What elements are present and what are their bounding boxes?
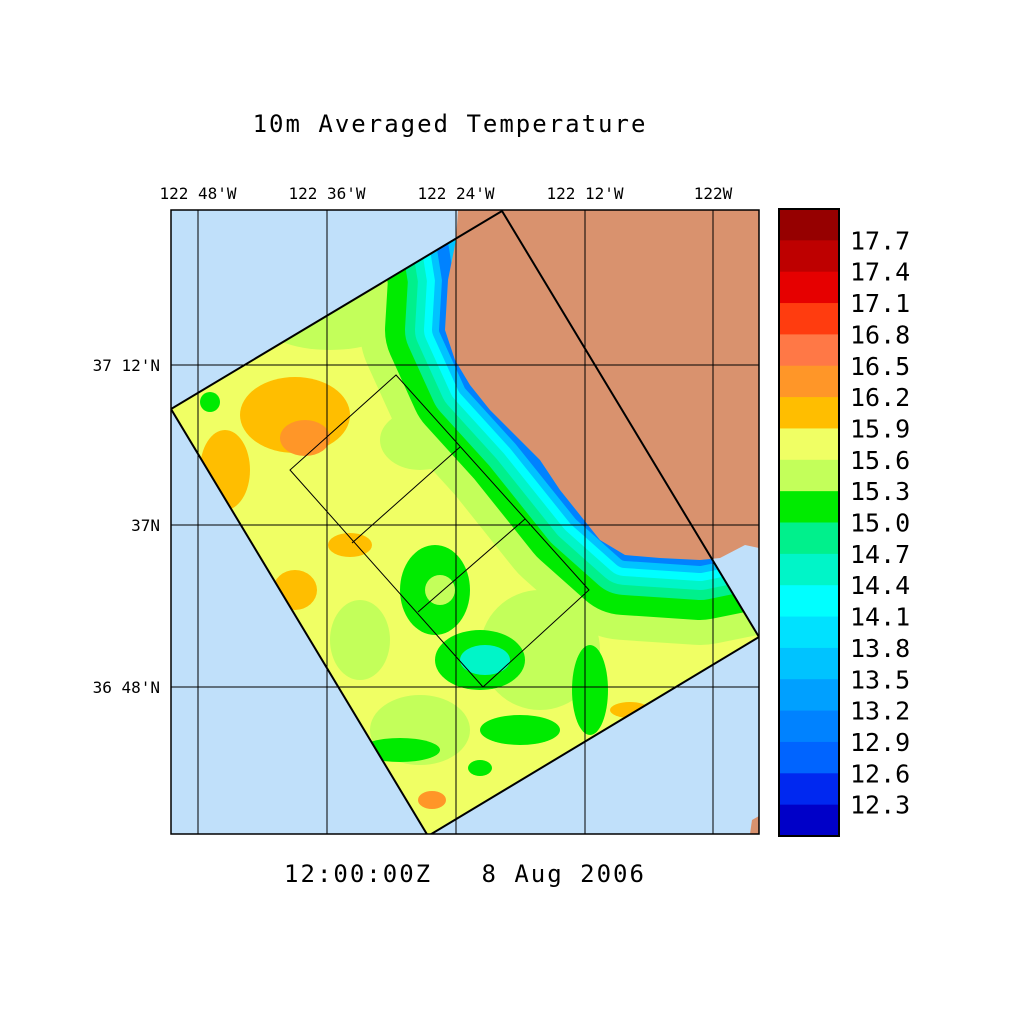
colorbar-label: 16.2	[850, 383, 910, 412]
colorbar-label: 13.5	[850, 665, 910, 694]
colorbar: 17.7 17.417.116.8 16.516.215.9 15.615.3 15.0…	[778, 208, 910, 837]
colorbar-label: 14.7	[850, 540, 910, 569]
colorbar-label: 15.0	[850, 509, 910, 538]
land-mass-small	[750, 816, 759, 834]
colorbar-label: 15.9	[850, 414, 910, 443]
colorbar-label: 13.2	[850, 697, 910, 726]
colorbar-swatch	[779, 491, 839, 523]
colorbar-swatch	[779, 428, 839, 461]
map-title: 10m Averaged Temperature	[253, 110, 648, 138]
lon-tick-label: 122 12'W	[546, 184, 623, 203]
colorbar-swatch	[779, 522, 839, 555]
colorbar-swatch	[779, 303, 839, 335]
lat-tick-label: 37N	[131, 516, 160, 535]
timestamp: 12:00:00Z 8 Aug 2006	[284, 860, 646, 888]
colorbar-swatch	[779, 365, 839, 398]
colorbar-swatch	[779, 804, 839, 837]
colorbar-label: 17.4	[850, 258, 910, 287]
lat-tick-label: 36 48'N	[93, 678, 160, 697]
colorbar-swatch	[779, 616, 839, 649]
colorbar-label: 16.8	[850, 320, 910, 349]
colorbar-swatch	[779, 679, 839, 712]
colorbar-swatch	[779, 334, 839, 367]
colorbar-label: 15.6	[850, 446, 910, 475]
colorbar-label: 17.1	[850, 289, 910, 318]
colorbar-swatch	[779, 271, 839, 304]
colorbar-label: 13.8	[850, 634, 910, 663]
colorbar-swatch	[779, 553, 839, 586]
colorbar-label: 14.4	[850, 571, 910, 600]
colorbar-frame	[778, 208, 840, 837]
colorbar-swatch	[779, 741, 839, 774]
colorbar-label: 12.9	[850, 728, 910, 757]
inner-domain-boxes	[289, 374, 590, 688]
colorbar-label: 12.3	[850, 791, 910, 820]
colorbar-swatch	[779, 240, 839, 273]
lat-tick-label: 37 12'N	[93, 356, 160, 375]
land-mass	[445, 210, 759, 560]
colorbar-swatch	[779, 710, 839, 743]
map-area	[171, 210, 759, 834]
colorbar-label: 14.1	[850, 603, 910, 632]
colorbar-label: 12.6	[850, 759, 910, 788]
colorbar-swatch	[779, 459, 839, 492]
lon-tick-label: 122W	[694, 184, 733, 203]
lon-tick-label: 122 36'W	[288, 184, 365, 203]
colorbar-swatch	[779, 773, 839, 806]
lon-tick-label: 122 48'W	[159, 184, 236, 203]
colorbar-swatch	[779, 647, 839, 680]
colorbar-label: 15.3	[850, 477, 910, 506]
graticule	[171, 210, 759, 834]
colorbar-label: 17.7	[850, 226, 910, 255]
colorbar-swatch	[779, 397, 839, 429]
map-frame	[170, 209, 760, 835]
lat-tick-labels: 37 12'N 37N 36 48'N	[93, 356, 160, 697]
colorbar-swatch	[779, 209, 839, 241]
model-domain-outline	[171, 210, 759, 834]
colorbar-swatch	[779, 585, 839, 618]
lon-tick-labels: 122 48'W 122 36'W 122 24'W 122 12'W 122W	[159, 184, 732, 203]
colorbar-label: 16.5	[850, 352, 910, 381]
lon-tick-label: 122 24'W	[417, 184, 494, 203]
